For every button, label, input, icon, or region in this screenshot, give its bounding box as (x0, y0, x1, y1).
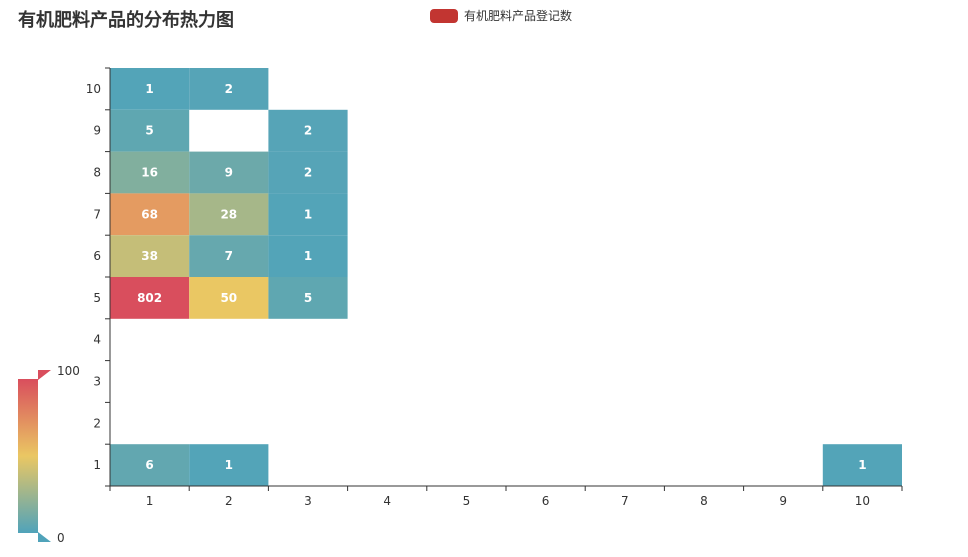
heatmap-cell (189, 151, 269, 194)
x-tick-label: 2 (225, 494, 233, 508)
visual-map-max-label: 100 (57, 364, 80, 378)
heatmap-cell (110, 109, 190, 152)
heatmap-cell (822, 444, 902, 486)
visual-map-max-handle[interactable] (38, 370, 51, 380)
x-tick-label: 7 (621, 494, 629, 508)
chart-title: 有机肥料产品的分布热力图 (18, 10, 234, 31)
cell-label: 28 (220, 207, 237, 221)
cell-label: 1 (145, 82, 153, 96)
heatmap-cell (110, 235, 190, 277)
y-tick-label: 1 (93, 458, 101, 472)
x-tick-label: 9 (779, 494, 787, 508)
cell-label: 1 (225, 458, 233, 472)
heatmap-cell (268, 235, 348, 277)
visual-map-bar[interactable] (18, 379, 38, 533)
y-tick-label: 5 (93, 291, 101, 305)
heatmap-cell (110, 444, 190, 486)
heatmap-cell (189, 235, 269, 277)
x-tick-label: 8 (700, 494, 708, 508)
heatmap-cell (268, 109, 348, 152)
cell-label: 38 (141, 249, 158, 263)
x-tick-label: 4 (383, 494, 391, 508)
y-tick-label: 3 (93, 375, 101, 389)
x-tick-label: 10 (855, 494, 870, 508)
y-tick-label: 4 (93, 333, 101, 347)
y-tick-label: 7 (93, 207, 101, 221)
heatmap-cell (189, 68, 269, 110)
heatmap-cell (189, 444, 269, 486)
legend-item[interactable]: 有机肥料产品登记数 (430, 7, 572, 24)
cell-label: 1 (304, 207, 312, 221)
cell-label: 68 (141, 207, 158, 221)
cell-label: 6 (145, 458, 153, 472)
heatmap-cell (189, 277, 269, 319)
cell-label: 7 (225, 249, 233, 263)
y-tick-label: 2 (93, 416, 101, 430)
heatmap-cell (110, 193, 190, 236)
cell-label: 5 (304, 291, 312, 305)
visual-map-min-handle[interactable] (38, 532, 51, 542)
cell-label: 5 (145, 124, 153, 138)
heatmap-cell (268, 151, 348, 194)
x-tick-label: 1 (146, 494, 154, 508)
visual-map-min-label: 0 (57, 531, 65, 545)
cell-label: 2 (304, 124, 312, 138)
heatmap-cell (268, 193, 348, 236)
y-tick-label: 8 (93, 166, 101, 180)
heatmap-cell (110, 68, 190, 110)
y-tick-label: 10 (86, 82, 101, 96)
cell-label: 16 (141, 166, 158, 180)
cell-label: 9 (225, 166, 233, 180)
cell-label: 2 (304, 166, 312, 180)
cell-label: 1 (858, 458, 866, 472)
x-tick-label: 6 (542, 494, 550, 508)
legend-label: 有机肥料产品登记数 (464, 9, 573, 23)
x-tick-label: 3 (304, 494, 312, 508)
cell-label: 2 (225, 82, 233, 96)
heatmap-cell (110, 277, 190, 319)
cell-label: 50 (220, 291, 237, 305)
y-tick-label: 6 (93, 249, 101, 263)
heatmap-cell (268, 277, 348, 319)
cell-label: 1 (304, 249, 312, 263)
legend-swatch (430, 8, 458, 23)
x-tick-label: 5 (463, 494, 471, 508)
cell-label: 802 (137, 291, 162, 305)
heatmap-cell (110, 151, 190, 194)
y-tick-label: 9 (93, 124, 101, 138)
heatmap-cell (189, 193, 269, 236)
